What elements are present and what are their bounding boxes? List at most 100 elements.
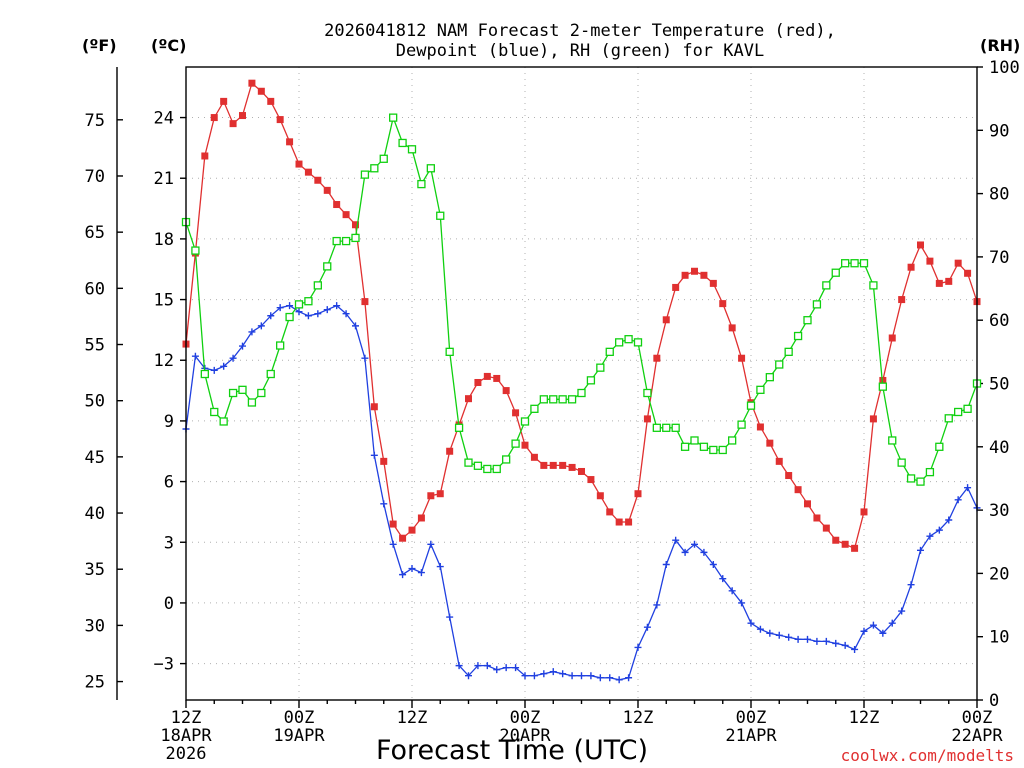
dewpoint-point — [822, 637, 830, 645]
rh-point — [417, 179, 426, 189]
time-tick-label: 12Z — [171, 708, 202, 728]
temperature-point — [399, 534, 407, 542]
rh-point — [567, 395, 577, 404]
temperature-point — [257, 87, 265, 95]
dewpoint-point — [474, 662, 482, 670]
dewpoint-point — [917, 546, 924, 554]
rh-point — [793, 331, 803, 341]
rh-point — [690, 436, 699, 445]
temperature-point — [869, 415, 877, 423]
rh-point — [841, 259, 850, 268]
dewpoint-point — [465, 672, 472, 680]
rh-point — [219, 417, 228, 426]
dewpoint-point — [587, 672, 595, 680]
dewpoint-point — [239, 342, 246, 350]
temperature-point — [370, 403, 378, 411]
rh-point — [191, 246, 200, 255]
rh-unit-label: (RH) — [980, 36, 1020, 55]
temperature-point — [766, 439, 774, 447]
rh-point — [775, 360, 784, 369]
dewpoint-point — [879, 629, 887, 637]
rh-point — [520, 417, 530, 426]
rh-point — [784, 347, 793, 357]
temperature-point — [286, 138, 294, 146]
rh-point — [276, 341, 285, 350]
dewpoint-point — [738, 599, 746, 607]
temperature-point — [700, 271, 708, 279]
celsius-unit-label: (ºC) — [151, 36, 186, 55]
dewpoint-point — [945, 516, 953, 524]
dewpoint-point — [888, 619, 896, 627]
rh-point — [313, 281, 322, 290]
dewpoint-point — [361, 354, 369, 362]
celsius-tick-label: 3 — [164, 533, 174, 553]
temperature-point — [512, 409, 520, 417]
rh-point — [483, 464, 492, 474]
temperature-point — [935, 279, 943, 287]
time-tick-label: 12Z — [849, 708, 880, 728]
fahrenheit-tick-label: 60 — [85, 279, 105, 299]
temperature-point — [672, 283, 680, 291]
temperature-point — [643, 415, 651, 423]
celsius-tick-label: 6 — [164, 473, 174, 493]
temperature-point — [380, 457, 388, 465]
dewpoint-point — [766, 629, 774, 637]
dewpoint-point — [295, 308, 303, 316]
rh-point — [210, 407, 219, 417]
temperature-point — [926, 257, 934, 265]
fahrenheit-tick-label: 55 — [85, 336, 105, 356]
dewpoint-point — [634, 643, 642, 651]
rh-point — [888, 436, 897, 445]
dewpoint-line — [185, 304, 978, 681]
temperature-point — [813, 514, 821, 522]
rh-tick-label: 50 — [989, 375, 1009, 395]
dewpoint-point — [785, 633, 793, 641]
rh-point — [473, 461, 483, 470]
rh-point — [530, 404, 539, 413]
dewpoint-point — [210, 366, 218, 374]
rh-point — [464, 458, 473, 467]
dewpoint-point — [691, 540, 698, 548]
rh-point — [897, 458, 906, 467]
rh-point — [859, 259, 869, 268]
chart-title-line2: Dewpoint (blue), RH (green) for KAVL — [396, 41, 764, 61]
rh-point — [803, 316, 812, 325]
dewpoint-point — [747, 619, 755, 627]
dewpoint-point — [502, 664, 510, 672]
celsius-tick-label: 21 — [154, 169, 174, 189]
temperature-point — [559, 461, 567, 469]
time-tick-label: 00Z — [284, 708, 315, 728]
temperature-point — [248, 79, 256, 87]
fahrenheit-tick-label: 50 — [85, 392, 105, 412]
rh-point — [699, 442, 709, 451]
celsius-tick-label: 0 — [164, 594, 174, 614]
dewpoint-point — [719, 575, 727, 583]
rh-point — [492, 464, 501, 474]
rh-point — [615, 338, 624, 347]
temperature-point — [728, 324, 736, 332]
temperature-point — [794, 486, 802, 494]
rh-tick-label: 20 — [989, 564, 1009, 584]
dewpoint-point — [832, 639, 840, 647]
dewpoint-point — [860, 627, 868, 635]
dewpoint-point — [257, 322, 265, 330]
temperature-point — [295, 160, 303, 168]
temperature-point — [822, 524, 830, 532]
site-credit: coolwx.com/modelts — [841, 746, 1014, 765]
temperature-point — [229, 120, 237, 128]
temperature-point — [201, 152, 209, 160]
temperature-point — [907, 263, 915, 271]
rh-point — [963, 404, 972, 413]
temperature-point — [408, 526, 416, 534]
dewpoint-point — [191, 352, 199, 360]
dewpoint-point — [728, 587, 736, 595]
temperature-point — [540, 461, 548, 469]
fahrenheit-tick-label: 65 — [85, 223, 105, 243]
rh-point — [341, 236, 351, 246]
dewpoint-point — [662, 561, 670, 569]
celsius-tick-label: 12 — [154, 351, 174, 371]
temperature-point — [775, 457, 783, 465]
rh-point — [822, 281, 831, 290]
dewpoint-point — [813, 637, 821, 645]
